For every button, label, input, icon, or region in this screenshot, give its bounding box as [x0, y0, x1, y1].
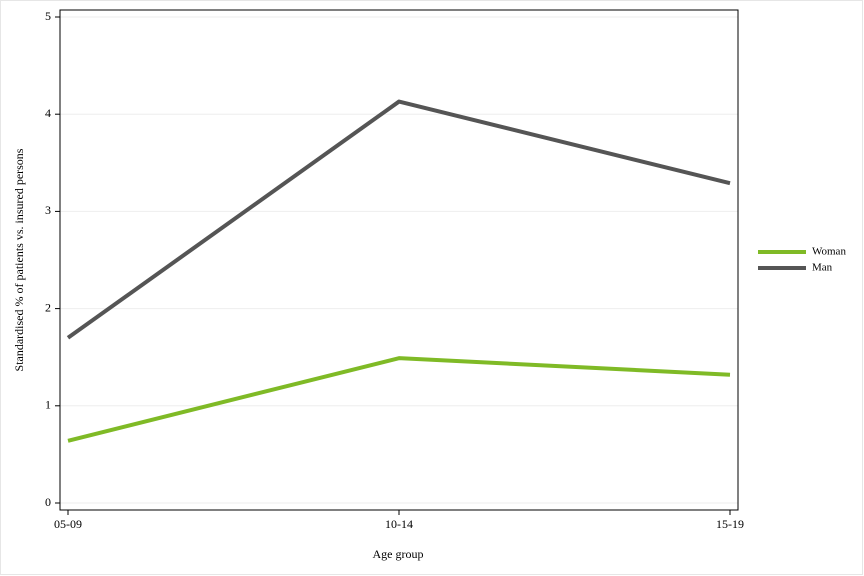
y-axis-label: Standardised % of patients vs. insured p… — [12, 148, 26, 371]
y-tick-label: 1 — [45, 398, 51, 412]
series-line — [66, 99, 731, 340]
x-tick-label: 15-19 — [716, 517, 744, 531]
x-tick-label: 10-14 — [385, 517, 413, 531]
legend-label: Woman — [812, 246, 846, 258]
x-axis-label: Age group — [373, 547, 424, 561]
y-tick-label: 4 — [45, 106, 51, 120]
y-tick-label: 5 — [45, 9, 51, 23]
series-line — [67, 356, 731, 443]
x-tick-label: 05-09 — [54, 517, 82, 531]
y-tick-label: 3 — [45, 203, 51, 217]
legend: Woman Man — [758, 246, 846, 274]
y-tick-label: 0 — [45, 495, 51, 509]
legend-label: Man — [812, 262, 833, 274]
y-tick-label: 2 — [45, 300, 51, 314]
